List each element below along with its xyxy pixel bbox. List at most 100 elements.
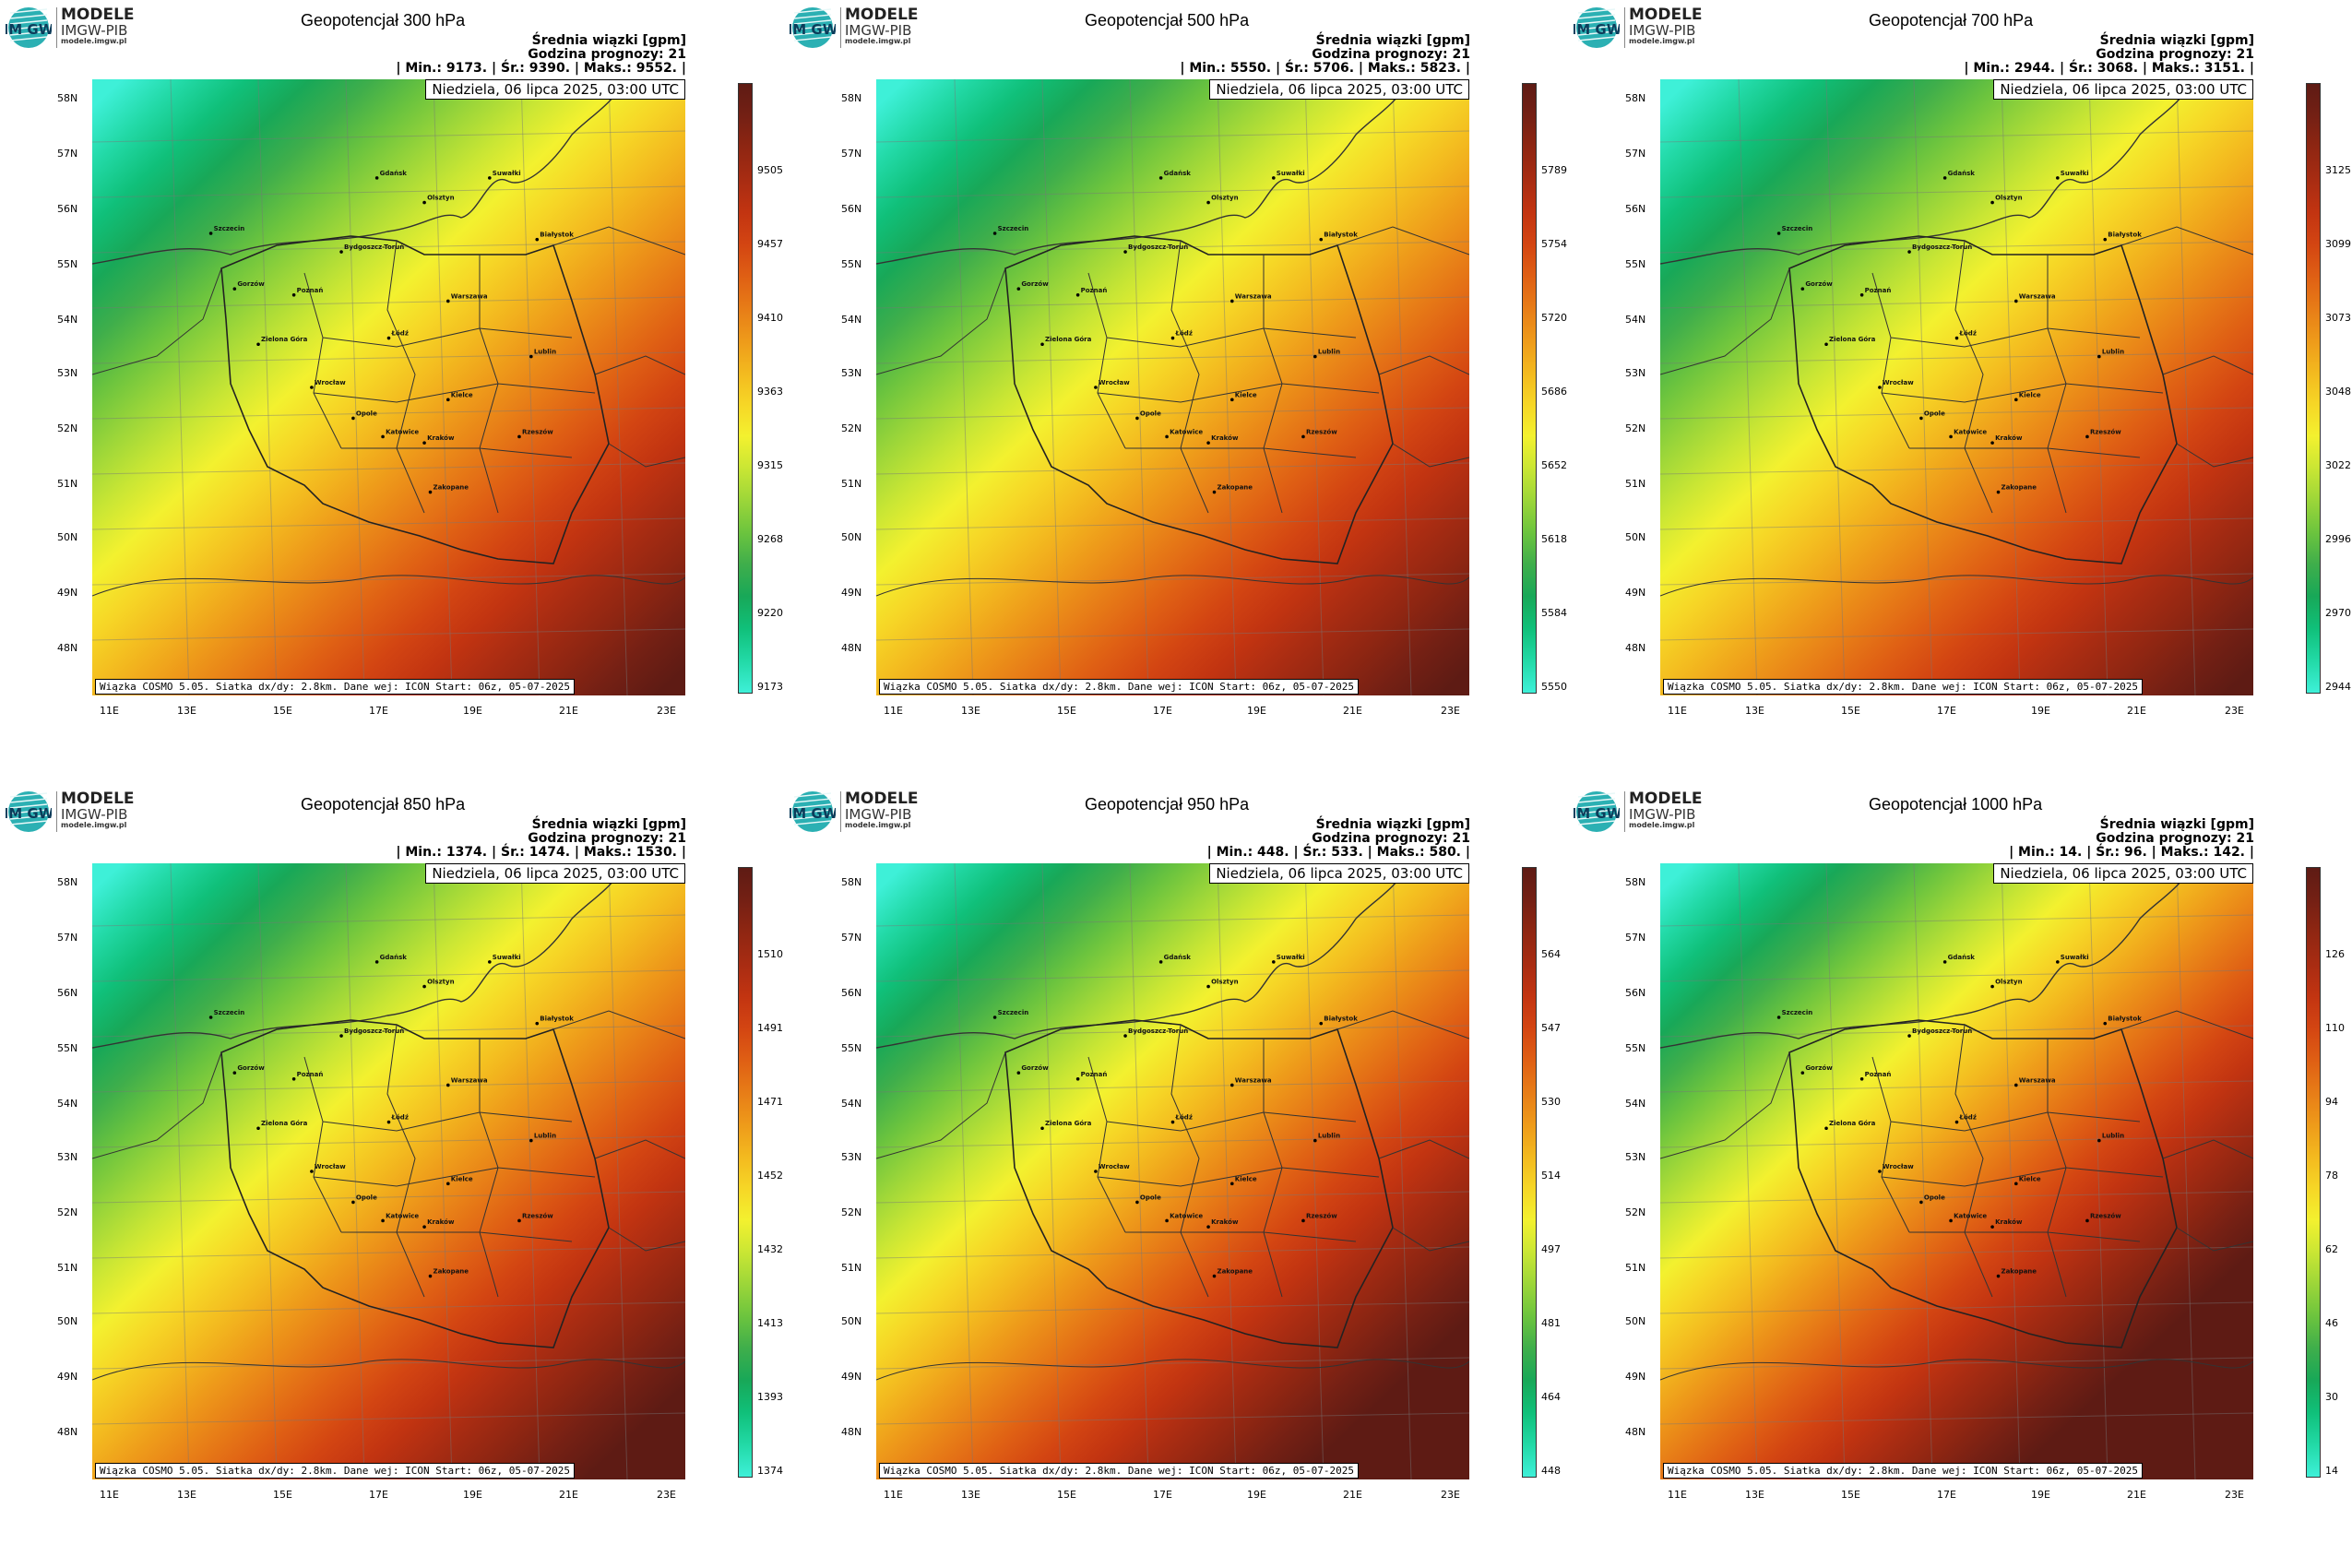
city-marker [2103,237,2108,242]
city-marker [339,1034,343,1038]
colorbar-tick-label: 3048 [2325,386,2351,398]
longitude-label: 13E [961,1489,980,1501]
latitude-label: 51N [57,478,78,490]
city-marker [488,960,492,964]
latitude-label: 58N [1625,876,1646,888]
logo-separator [56,7,57,48]
city-label: Olsztyn [427,195,455,202]
city-marker [1158,176,1163,180]
city-label: Zielona Góra [1829,1120,1876,1127]
latitude-label: 55N [1625,1042,1646,1054]
latitude-label: 55N [1625,258,1646,270]
latitude-label: 50N [57,1315,78,1327]
longitude-label: 23E [1441,705,1460,717]
city-marker [422,984,426,989]
longitude-label: 19E [2031,705,2050,717]
latitude-label: 56N [1625,203,1646,215]
logo-mark-text: IM GW [6,805,52,822]
longitude-label: 11E [884,705,903,717]
city-marker [1824,342,1828,347]
logo-separator [56,791,57,832]
map-panel: IM GW MODELE IMGW-PIB modele.imgw.pl Geopote… [0,0,784,784]
panel-title: Geopotencjał 300 hPa [301,11,466,30]
city-label: Gorzów [1805,1064,1833,1072]
latitude-label: 50N [1625,531,1646,543]
city-label: Kraków [1995,1218,2023,1226]
city-marker [1206,200,1210,205]
geopotential-map: Gdańsk Suwałki Olsztyn Szczecin Białystok Byd… [1660,79,2253,695]
colorbar-tick-label: 464 [1541,1391,1561,1403]
city-label: Poznań [1865,1071,1892,1078]
colorbar-tick-label: 5686 [1541,386,1567,398]
city-label: Lublin [534,349,556,356]
forecast-hour-label: Godzina prognozy: 21 [2096,831,2254,846]
city-marker [2097,1138,2101,1143]
city-label: Szczecin [998,225,1029,232]
city-marker [1123,250,1127,254]
city-marker [232,1071,237,1075]
colorbar [2306,83,2321,694]
city-marker [208,1016,213,1019]
colorbar-tick-label: 1393 [757,1391,783,1403]
city-label: Kraków [1995,434,2023,442]
forecast-hour-label: Godzina prognozy: 21 [2096,47,2254,62]
stats-line: | Min.: 1374. | Śr.: 1474. | Maks.: 1530… [396,845,686,860]
city-label: Białystok [2108,1016,2142,1023]
longitude-label: 13E [177,705,196,717]
latitude-label: 54N [841,1098,862,1110]
date-label: Niedziela, 06 lipca 2025, 03:00 UTC [425,863,685,884]
colorbar-tick-label: 2996 [2325,533,2351,545]
latitude-label: 54N [57,314,78,326]
colorbar-tick-label: 1413 [757,1317,783,1329]
city-marker [446,398,450,402]
colorbar-tick-label: 62 [2325,1243,2338,1255]
latitude-label: 52N [1625,1206,1646,1218]
logo-mark-text: IM GW [6,21,52,38]
imgw-logo-icon: IM GW [6,791,52,832]
latitude-label: 55N [57,1042,78,1054]
city-label: Kraków [427,1218,455,1226]
city-label: Łódź [391,1114,409,1122]
logo-url: modele.imgw.pl [1629,37,1695,45]
colorbar-tick-label: 5754 [1541,238,1567,250]
city-label: Kielce [2019,1175,2041,1182]
logo-url: modele.imgw.pl [845,821,911,829]
city-marker [2097,354,2101,359]
city-marker [1878,386,1882,389]
longitude-label: 13E [1745,705,1764,717]
longitude-label: 13E [1745,1489,1764,1501]
forecast-hour-label: Godzina prognozy: 21 [528,831,686,846]
city-label: Olsztyn [1211,195,1239,202]
longitude-label: 17E [369,705,388,717]
longitude-label: 23E [657,705,676,717]
city-label: Gdańsk [1948,170,1976,177]
latitude-label: 51N [841,478,862,490]
colorbar-tick-label: 14 [2325,1465,2338,1477]
logo-mark-text: IM GW [790,21,836,38]
city-label: Opole [1140,410,1161,417]
city-label: Wrocław [315,379,346,386]
city-marker [1094,1170,1098,1173]
ensemble-mean-label: Średnia wiązki [gpm] [2099,817,2254,832]
stats-line: | Min.: 2944. | Śr.: 3068. | Maks.: 3151… [1964,61,2254,76]
model-footer: Wiązka COSMO 5.05. Siatka dx/dy: 2.8km. … [879,1463,1359,1479]
city-marker [2085,1218,2089,1223]
city-label: Suwałki [1277,954,1305,961]
colorbar-tick-label: 9457 [757,238,783,250]
latitude-label: 52N [841,422,862,434]
city-label: Gorzów [1805,280,1833,288]
city-marker [1800,1071,1805,1075]
colorbar-tick-label: 3125 [2325,164,2351,176]
imgw-logo-icon: IM GW [790,791,836,832]
city-label: Warszawa [1235,1076,1272,1084]
city-label: Zielona Góra [1829,336,1876,343]
latitude-label: 49N [841,1371,862,1383]
city-marker [992,232,997,235]
city-marker [1907,1034,1911,1038]
city-marker [291,293,296,297]
city-label: Wrocław [315,1163,346,1170]
city-label: Białystok [2108,232,2142,239]
city-label: Lublin [2102,349,2124,356]
city-marker [2014,398,2018,402]
colorbar-tick-label: 9505 [757,164,783,176]
